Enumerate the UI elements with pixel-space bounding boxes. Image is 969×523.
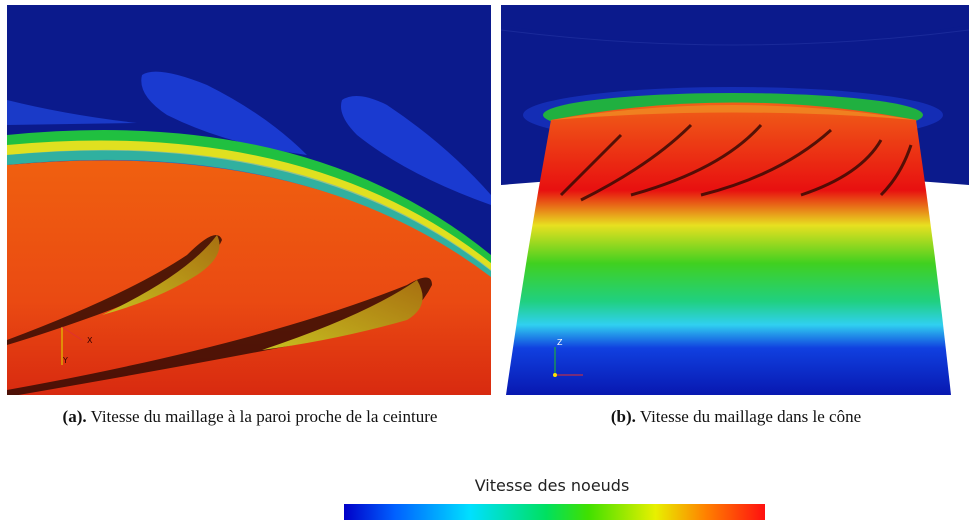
panel-label: (a). bbox=[62, 407, 87, 426]
caption-text: Vitesse du maillage à la paroi proche de… bbox=[90, 407, 438, 426]
render-b: Z bbox=[501, 5, 969, 395]
caption-a: (a). Vitesse du maillage à la paroi proc… bbox=[20, 405, 480, 429]
render-a: X Y bbox=[7, 5, 491, 395]
axis-label: X bbox=[87, 336, 93, 345]
caption-b: (b). Vitesse du maillage dans le cône bbox=[506, 405, 966, 429]
colorbar bbox=[344, 504, 765, 520]
axis-label: Z bbox=[557, 338, 563, 347]
colorbar-title: Vitesse des noeuds bbox=[474, 476, 630, 495]
caption-text: Vitesse du maillage dans le cône bbox=[639, 407, 862, 426]
axis-label: Y bbox=[62, 356, 68, 365]
panel-label: (b). bbox=[610, 407, 636, 426]
